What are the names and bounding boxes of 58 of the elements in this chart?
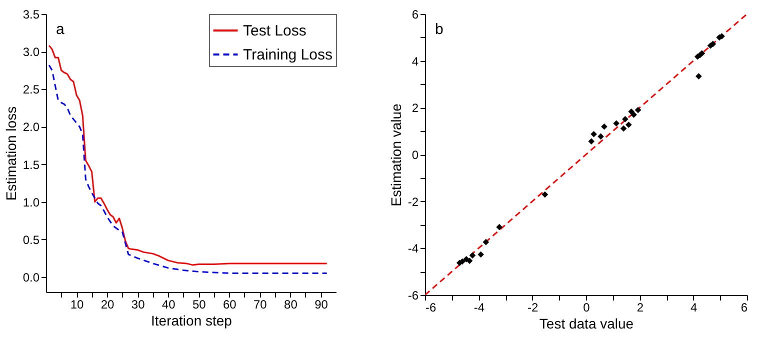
x-tick-label: 60 [222, 298, 237, 312]
point [634, 106, 642, 114]
x-tick-label: -2 [527, 300, 538, 314]
y-tick-label: -6 [408, 288, 419, 302]
y-tick-label: 0 [412, 148, 419, 162]
point [542, 191, 548, 198]
y-tick-label: -4 [408, 242, 419, 256]
x-tick-label: 10 [70, 298, 84, 312]
point [496, 224, 502, 230]
point [626, 122, 632, 128]
legend-label: Training Loss [243, 46, 332, 64]
annotation: a [56, 21, 65, 38]
point [710, 40, 716, 48]
x-axis-title: Test data value [539, 316, 634, 332]
point [463, 256, 470, 262]
point [590, 130, 597, 138]
y-tick-label: 1.5 [22, 158, 40, 172]
x-tick-label: -4 [474, 300, 485, 314]
y-tick-label: 1.0 [22, 195, 40, 210]
point [482, 238, 490, 246]
point [613, 120, 620, 127]
x-tick-label: 20 [100, 298, 115, 312]
y-tick-label: -2 [408, 194, 419, 209]
x-tick-label: 0 [583, 300, 590, 314]
legend-label: Test Loss [243, 22, 306, 40]
y-axis-title: Estimation loss [2, 106, 19, 201]
y-tick-label: 6 [412, 8, 419, 22]
x-tick-label: 80 [284, 298, 298, 312]
x-tick-label: 2 [636, 300, 644, 314]
point [620, 125, 627, 132]
y-axis-title: Estimation value [388, 103, 404, 206]
point [478, 251, 484, 258]
x-tick-label: 4 [690, 300, 698, 314]
x-tick-label: 40 [162, 298, 176, 312]
point [622, 116, 628, 122]
y-tick-label: 3.5 [22, 8, 40, 22]
y-tick-label: 4 [412, 54, 419, 68]
y-tick-label: 0.5 [22, 232, 40, 247]
point [588, 138, 595, 145]
x-tick-label: 6 [740, 300, 748, 314]
x-tick-label: 90 [314, 298, 328, 312]
y-tick-label: 3.0 [22, 45, 40, 60]
x-tick-label: 30 [131, 298, 146, 312]
point [630, 112, 637, 118]
x-tick-label: 70 [254, 298, 268, 312]
point [456, 260, 463, 266]
y-tick-label: 2.0 [22, 120, 40, 134]
annotation: b [435, 21, 444, 38]
point [601, 123, 608, 130]
x-tick-label: -6 [426, 300, 436, 314]
y-tick-label: 0.0 [22, 270, 40, 284]
point [469, 252, 476, 259]
x-axis-title: Iteration step [151, 312, 232, 328]
point [598, 133, 604, 140]
point [696, 73, 702, 80]
y-tick-label: 2.5 [22, 82, 40, 97]
x-tick-label: 50 [192, 298, 206, 312]
y-tick-label: 2 [412, 101, 419, 116]
